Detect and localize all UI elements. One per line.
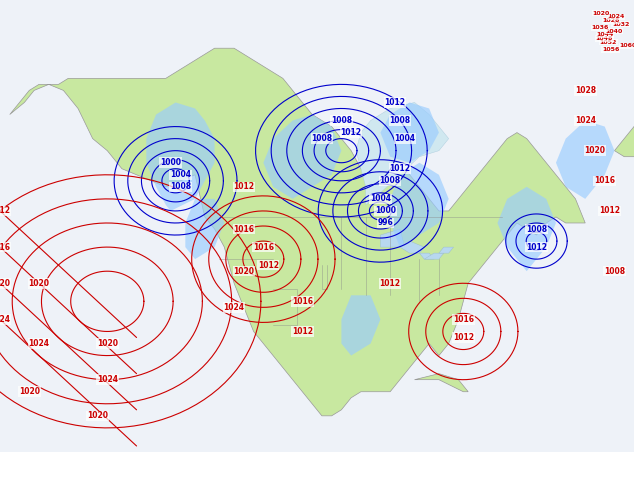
- Polygon shape: [10, 48, 585, 416]
- Text: © weatheronline.co.uk: © weatheronline.co.uk: [507, 474, 630, 484]
- Text: 50: 50: [106, 474, 119, 484]
- Text: 1020: 1020: [87, 411, 108, 420]
- Polygon shape: [341, 295, 380, 356]
- Text: 40: 40: [90, 474, 103, 484]
- Text: 1008: 1008: [311, 134, 332, 143]
- Polygon shape: [390, 163, 449, 247]
- Text: 1004: 1004: [170, 170, 191, 179]
- Text: 150: 150: [156, 474, 175, 484]
- Text: 1024: 1024: [612, 14, 629, 20]
- Text: 10: 10: [44, 474, 56, 484]
- Text: 30: 30: [74, 474, 86, 484]
- Text: 1024: 1024: [29, 339, 49, 348]
- Text: 1044: 1044: [607, 32, 624, 37]
- Text: 5: 5: [32, 474, 38, 484]
- Polygon shape: [556, 121, 614, 199]
- Text: 1020: 1020: [233, 267, 254, 276]
- Polygon shape: [498, 187, 556, 271]
- Text: 1016: 1016: [594, 176, 615, 185]
- Text: 1000: 1000: [375, 206, 396, 216]
- Text: 1028: 1028: [574, 86, 596, 95]
- Text: 1016: 1016: [233, 224, 254, 234]
- Polygon shape: [380, 102, 439, 163]
- Text: 20: 20: [58, 474, 70, 484]
- Text: 1016: 1016: [453, 315, 474, 324]
- Text: 1040: 1040: [618, 29, 634, 34]
- Text: 1036: 1036: [607, 25, 624, 30]
- Text: 100: 100: [136, 474, 155, 484]
- Text: 1008: 1008: [380, 176, 401, 185]
- Text: 1024: 1024: [575, 116, 596, 125]
- Text: 1012: 1012: [389, 164, 410, 173]
- Text: 1056: 1056: [609, 47, 626, 52]
- Polygon shape: [420, 253, 434, 259]
- Text: 1012: 1012: [258, 261, 279, 270]
- Polygon shape: [415, 374, 468, 392]
- Text: 1024: 1024: [224, 303, 245, 312]
- Polygon shape: [146, 102, 214, 211]
- Text: 1008: 1008: [526, 224, 547, 234]
- Polygon shape: [439, 247, 453, 253]
- Text: 1028: 1028: [618, 18, 634, 23]
- Text: 1020: 1020: [19, 387, 40, 396]
- Text: 1052: 1052: [619, 40, 634, 45]
- Text: 1020: 1020: [585, 146, 605, 155]
- Text: 1024: 1024: [0, 315, 11, 324]
- Polygon shape: [380, 229, 404, 247]
- Text: 1032: 1032: [614, 22, 631, 26]
- Text: 1048: 1048: [616, 36, 633, 41]
- Polygon shape: [400, 241, 424, 253]
- Text: Precipitation accum. [mm] NAM: Precipitation accum. [mm] NAM: [4, 457, 185, 467]
- Text: 1020: 1020: [0, 279, 11, 288]
- Text: 1012: 1012: [526, 243, 547, 251]
- Polygon shape: [185, 199, 224, 259]
- Text: 1012: 1012: [453, 333, 474, 342]
- Text: 1016: 1016: [0, 243, 11, 251]
- Text: 0.5: 0.5: [4, 474, 23, 484]
- Text: 1004: 1004: [394, 134, 415, 143]
- Text: 1012: 1012: [340, 128, 361, 137]
- Text: 1016: 1016: [292, 297, 313, 306]
- Text: 1004: 1004: [370, 195, 391, 203]
- Text: 1060: 1060: [602, 43, 619, 49]
- Text: 1012: 1012: [385, 98, 406, 107]
- Polygon shape: [263, 115, 341, 199]
- Text: 200: 200: [176, 474, 195, 484]
- Text: 1020: 1020: [599, 11, 617, 16]
- Text: 1024: 1024: [97, 375, 118, 384]
- Text: 1012: 1012: [380, 279, 401, 288]
- Text: 1000: 1000: [160, 158, 181, 167]
- Text: 1012: 1012: [0, 206, 11, 216]
- Text: 1008: 1008: [331, 116, 352, 125]
- Polygon shape: [424, 253, 444, 259]
- Text: 75: 75: [118, 474, 131, 484]
- Text: 1008: 1008: [170, 182, 191, 191]
- Text: Sa 21-09-2024 00:00 UTC (18+06): Sa 21-09-2024 00:00 UTC (18+06): [436, 457, 630, 467]
- Polygon shape: [356, 102, 449, 205]
- Text: 1012: 1012: [292, 327, 313, 336]
- Text: 1008: 1008: [389, 116, 410, 125]
- Text: 1012: 1012: [599, 206, 620, 216]
- Text: 1020: 1020: [97, 339, 118, 348]
- Polygon shape: [614, 42, 634, 157]
- Text: 2: 2: [20, 474, 26, 484]
- Text: 1016: 1016: [253, 243, 274, 251]
- Text: 1020: 1020: [29, 279, 49, 288]
- Text: 1008: 1008: [604, 267, 625, 276]
- Text: 996: 996: [377, 219, 393, 227]
- Text: 1012: 1012: [233, 182, 254, 191]
